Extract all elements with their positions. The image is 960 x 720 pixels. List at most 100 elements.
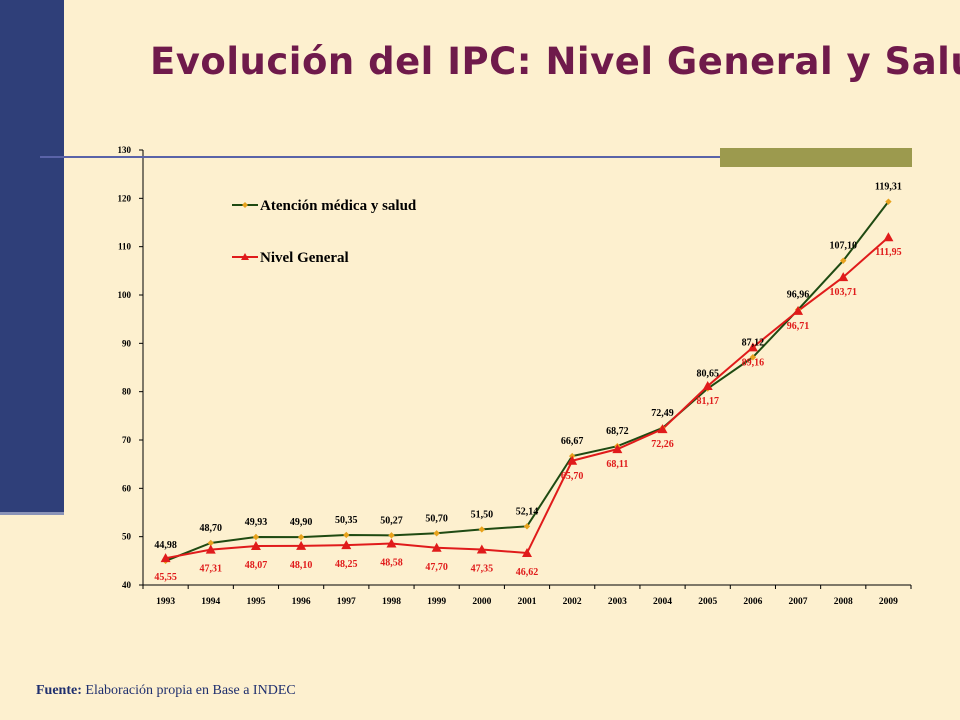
y-tick-label: 130 xyxy=(118,145,132,155)
x-tick-label: 2000 xyxy=(472,597,491,607)
y-tick-label: 100 xyxy=(118,290,132,300)
nivel-general-data-label: 103,71 xyxy=(829,287,857,298)
x-tick-label: 2001 xyxy=(518,597,537,607)
nivel-general-data-label: 89,16 xyxy=(742,357,765,368)
salud-data-label: 49,90 xyxy=(290,517,313,528)
nivel-general-point xyxy=(883,232,894,242)
salud-data-label: 66,67 xyxy=(561,436,584,447)
nivel-general-data-label: 48,10 xyxy=(290,560,313,571)
salud-data-label: 72,49 xyxy=(651,408,674,419)
x-tick-label: 1994 xyxy=(201,597,220,607)
salud-point xyxy=(523,523,531,530)
salud-point xyxy=(388,532,395,539)
salud-data-label: 50,35 xyxy=(335,515,358,526)
sidebar-edge-decoration xyxy=(0,512,64,515)
nivel-general-point xyxy=(612,444,623,454)
nivel-general-point xyxy=(522,548,532,558)
x-tick-label: 2004 xyxy=(653,597,672,607)
legend-label-nivel-general: Nivel General xyxy=(260,250,349,266)
salud-point xyxy=(478,526,486,533)
nivel-general-data-label: 47,35 xyxy=(471,563,494,574)
nivel-general-data-label: 81,17 xyxy=(696,396,719,407)
nivel-general-data-label: 68,11 xyxy=(606,459,628,470)
nivel-general-point xyxy=(205,544,216,554)
x-tick-label: 1997 xyxy=(337,597,356,607)
nivel-general-point xyxy=(838,272,849,282)
salud-point xyxy=(749,354,757,361)
salud-data-label: 49,93 xyxy=(245,517,268,528)
nivel-general-data-label: 48,58 xyxy=(380,558,403,569)
nivel-general-data-label: 47,70 xyxy=(425,562,448,573)
nivel-general-data-label: 96,71 xyxy=(787,321,810,332)
nivel-general-point xyxy=(296,540,307,550)
x-tick-label: 2008 xyxy=(834,597,853,607)
y-tick-label: 120 xyxy=(118,193,132,203)
salud-point xyxy=(252,533,260,541)
salud-point xyxy=(433,530,440,537)
legend-marker-nivel-general xyxy=(241,253,249,260)
y-tick-label: 70 xyxy=(122,435,132,445)
legend-marker-salud xyxy=(242,202,248,208)
y-tick-label: 80 xyxy=(122,387,132,397)
source-text: Elaboración propia en Base a INDEC xyxy=(85,683,296,698)
y-tick-label: 110 xyxy=(118,242,132,252)
nivel-general-point xyxy=(702,381,713,391)
salud-data-label: 68,72 xyxy=(606,426,629,437)
nivel-general-data-label: 48,07 xyxy=(245,560,268,571)
salud-point xyxy=(343,531,350,539)
salud-data-label: 50,70 xyxy=(425,513,448,524)
nivel-general-data-label: 72,26 xyxy=(651,439,674,450)
nivel-general-data-label: 65,70 xyxy=(561,471,584,482)
title-rule xyxy=(40,156,912,158)
nivel-general-point xyxy=(431,542,442,552)
salud-data-label: 119,31 xyxy=(875,182,902,193)
sidebar-decoration xyxy=(0,0,64,512)
salud-data-label: 44,98 xyxy=(154,540,177,551)
x-tick-label: 2009 xyxy=(879,597,898,607)
salud-data-label: 96,96 xyxy=(787,290,810,301)
nivel-general-point xyxy=(747,342,758,352)
y-tick-label: 50 xyxy=(122,532,132,542)
source-note: Fuente: Elaboración propia en Base a IND… xyxy=(36,683,296,699)
salud-data-label: 50,27 xyxy=(380,515,403,526)
nivel-general-data-label: 48,25 xyxy=(335,559,358,570)
x-tick-label: 1999 xyxy=(427,597,446,607)
nivel-general-point xyxy=(476,544,487,554)
salud-data-label: 87,12 xyxy=(742,337,765,348)
nivel-general-data-label: 45,55 xyxy=(154,572,177,583)
salud-data-label: 51,50 xyxy=(471,509,494,520)
nivel-general-point xyxy=(160,553,171,563)
y-tick-label: 40 xyxy=(122,580,132,590)
nivel-general-point xyxy=(250,540,261,550)
nivel-general-point xyxy=(793,305,804,315)
decorative-block xyxy=(720,148,912,167)
salud-point xyxy=(297,533,305,541)
nivel-general-point xyxy=(341,540,352,550)
salud-point xyxy=(207,539,214,547)
nivel-general-data-label: 46,62 xyxy=(516,567,539,578)
salud-data-label: 107,10 xyxy=(829,241,857,252)
x-tick-label: 2005 xyxy=(698,597,717,607)
y-tick-label: 60 xyxy=(122,483,132,493)
salud-point xyxy=(885,198,892,205)
salud-data-label: 48,70 xyxy=(200,523,223,534)
x-tick-label: 2007 xyxy=(789,597,808,607)
page-title: Evolución del IPC: Nivel General y Salud xyxy=(150,40,960,83)
x-tick-label: 1996 xyxy=(292,597,311,607)
salud-data-label: 80,65 xyxy=(696,369,719,380)
salud-data-label: 52,14 xyxy=(516,506,539,517)
legend-label-salud: Atención médica y salud xyxy=(260,198,417,214)
source-label: Fuente: xyxy=(36,683,82,698)
nivel-general-data-label: 47,31 xyxy=(200,564,223,575)
salud-point xyxy=(840,257,847,264)
x-tick-label: 1993 xyxy=(156,597,175,607)
x-tick-label: 2003 xyxy=(608,597,627,607)
x-tick-label: 1998 xyxy=(382,597,401,607)
x-tick-label: 2006 xyxy=(743,597,762,607)
nivel-general-point xyxy=(386,538,397,548)
x-tick-label: 2002 xyxy=(563,597,582,607)
y-tick-label: 90 xyxy=(122,338,132,348)
nivel-general-data-label: 111,95 xyxy=(875,247,901,258)
x-tick-label: 1995 xyxy=(246,597,265,607)
